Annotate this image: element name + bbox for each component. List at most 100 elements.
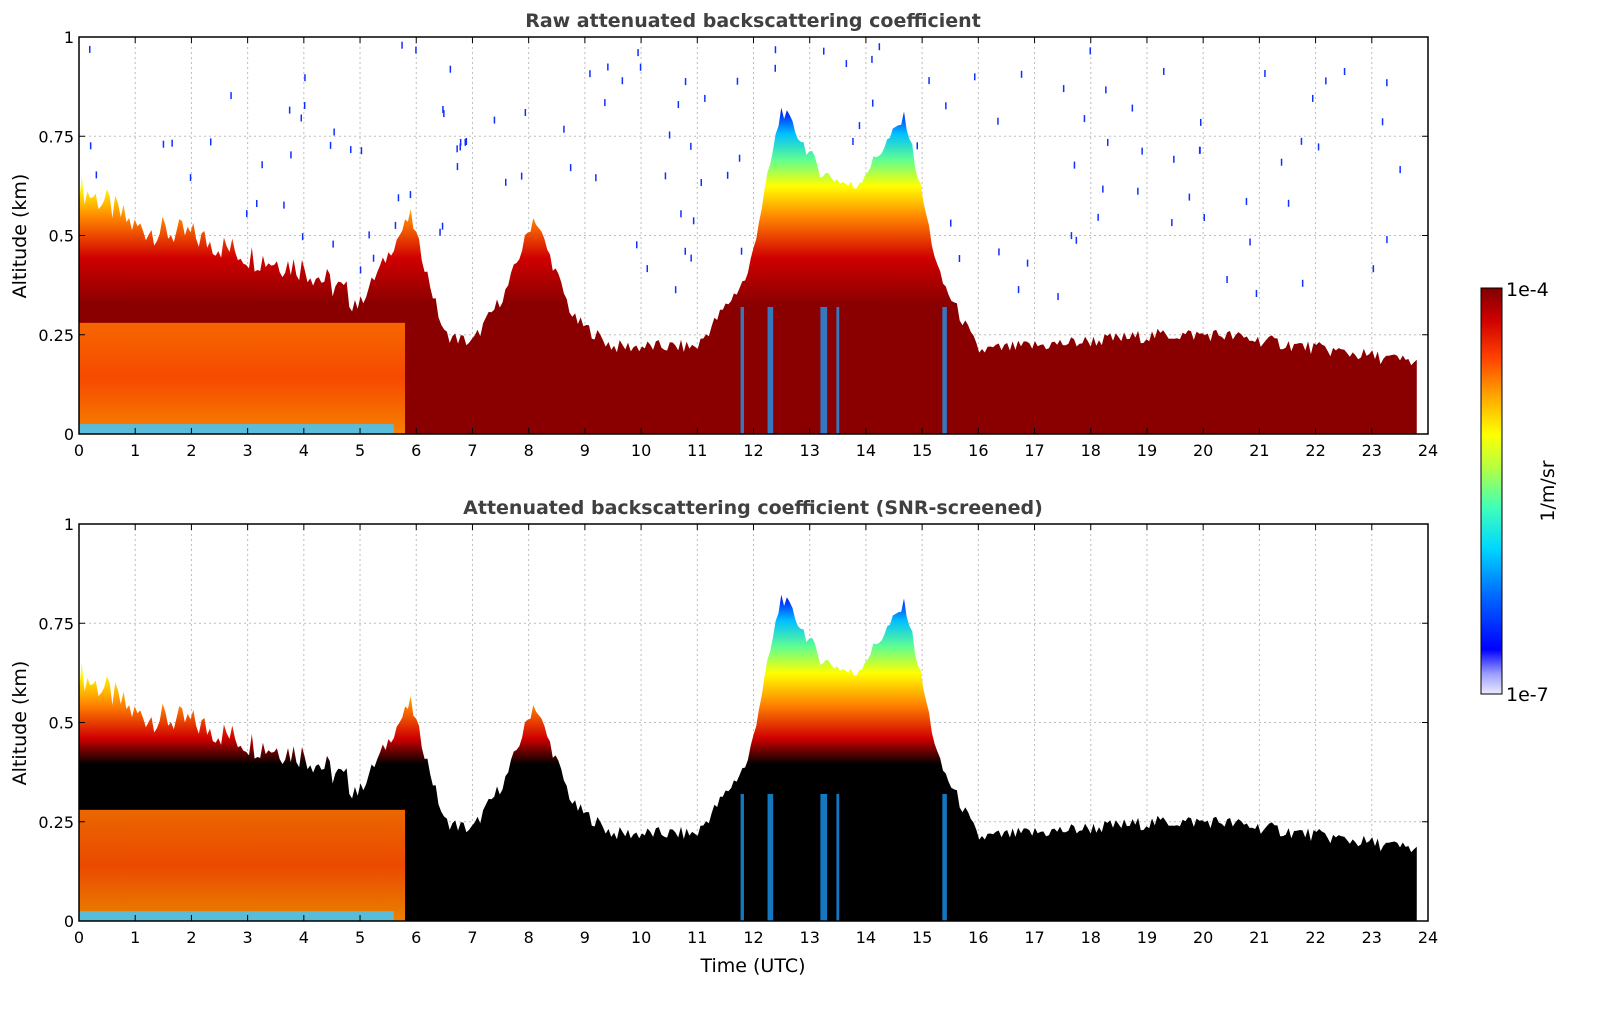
noise-speck [872,99,874,107]
x-tick-label: 0 [74,441,84,460]
panel-title: Raw attenuated backscattering coefficien… [525,10,981,32]
noise-speck [916,142,918,150]
noise-speck [1203,214,1205,221]
low-signal-column [740,306,744,434]
noise-speck [738,154,741,162]
noise-speck [646,265,648,273]
x-tick-label: 9 [580,928,590,947]
y-axis-ticks: 0 0.25 0.5 0.75 1 [38,28,1428,444]
x-tick-label: 14 [856,441,876,460]
noise-speck [1255,290,1258,297]
noise-speck [443,110,445,118]
x-tick-label: 6 [411,441,421,460]
x-tick-label: 1 [130,928,140,947]
noise-speck [1089,47,1091,55]
colorbar-unit-label: 1/m/sr [1537,460,1559,521]
y-tick-label: 0.5 [49,227,74,246]
noise-speck [595,174,597,182]
x-tick-label: 7 [467,441,477,460]
y-tick-label: 1 [64,28,74,47]
noise-speck [740,247,743,255]
x-tick-label: 19 [1137,441,1157,460]
noise-speck [677,101,680,109]
noise-speck [1107,138,1109,146]
low-signal-column [942,793,947,921]
y-tick-label: 0.5 [49,714,74,733]
x-tick-label: 16 [968,441,988,460]
x-tick-label: 21 [1249,441,1269,460]
noise-speck [359,266,362,274]
noise-speck [1017,286,1020,294]
noise-speck [852,138,854,145]
x-axis-ticks: 0 1 2 3 4 5 6 7 8 9 10 11 12 13 14 15 16 17 18 19 20 21 22 23 24 [74,37,1438,460]
y-tick-label: 0.25 [38,813,74,832]
low-signal-column [740,793,744,921]
noise-speck [604,99,606,107]
noise-speck [449,65,452,73]
colorbar-max-label: 1e-4 [1506,279,1549,301]
heatmap-area [79,594,1417,921]
x-tick-label: 8 [524,441,534,460]
near-ground-signal [79,809,406,921]
noise-speck [256,200,258,207]
noise-speck [441,222,444,230]
y-tick-label: 0 [64,912,74,931]
noise-speck [1070,232,1073,240]
x-axis-label: Time (UTC) [699,955,805,977]
x-tick-label: 0 [74,928,84,947]
noise-speck [958,255,961,262]
noise-speck [1312,94,1314,102]
noise-speck [1102,185,1104,193]
low-signal-column [836,793,840,921]
x-tick-label: 8 [524,928,534,947]
noise-speck [823,47,825,55]
low-signal-column [942,306,947,434]
x-tick-label: 10 [631,928,651,947]
noise-speck [415,46,417,54]
y-tick-label: 0 [64,425,74,444]
noise-speck [700,179,702,186]
noise-speck [464,138,466,146]
noise-speck [162,140,165,148]
aerosol-layer [79,107,1417,434]
noise-speck [1097,213,1099,221]
noise-speck [736,77,739,85]
noise-speck [288,106,291,114]
noise-speck [690,254,692,262]
x-tick-label: 18 [1081,928,1101,947]
noise-speck [301,233,304,241]
x-axis-ticks: 0 1 2 3 4 5 6 7 8 9 10 11 12 13 14 15 16 17 18 19 20 21 22 23 24 [74,524,1438,947]
noise-speck [1188,193,1191,201]
noise-speck [520,172,523,180]
noise-speck [845,60,848,68]
noise-speck [589,70,591,78]
overlap-zone [79,424,394,434]
x-tick-label: 1 [130,441,140,460]
noise-speck [1057,293,1059,301]
noise-speck [89,45,91,53]
noise-speck [189,174,192,182]
noise-speck [333,128,335,136]
noise-speck [684,247,686,255]
noise-speck [442,106,444,113]
noise-speck [607,63,609,71]
x-tick-label: 19 [1137,928,1157,947]
noise-speck [1343,68,1346,75]
noise-speck [1075,236,1078,244]
y-tick-label: 0.75 [38,614,74,633]
noise-speck [210,138,212,146]
x-tick-label: 21 [1249,928,1269,947]
colorbar-scale [1480,287,1503,695]
noise-speck [303,102,306,109]
noise-speck [409,191,412,199]
noise-speck [637,49,639,57]
x-tick-label: 4 [299,441,309,460]
noise-speck [439,228,441,236]
noise-speck [1173,155,1175,163]
heatmap-area [79,41,1417,434]
x-tick-label: 2 [186,928,196,947]
noise-speck [89,142,92,150]
noise-speck [246,210,248,218]
colorbar: 1e-4 1e-7 1/m/sr [1480,279,1559,706]
